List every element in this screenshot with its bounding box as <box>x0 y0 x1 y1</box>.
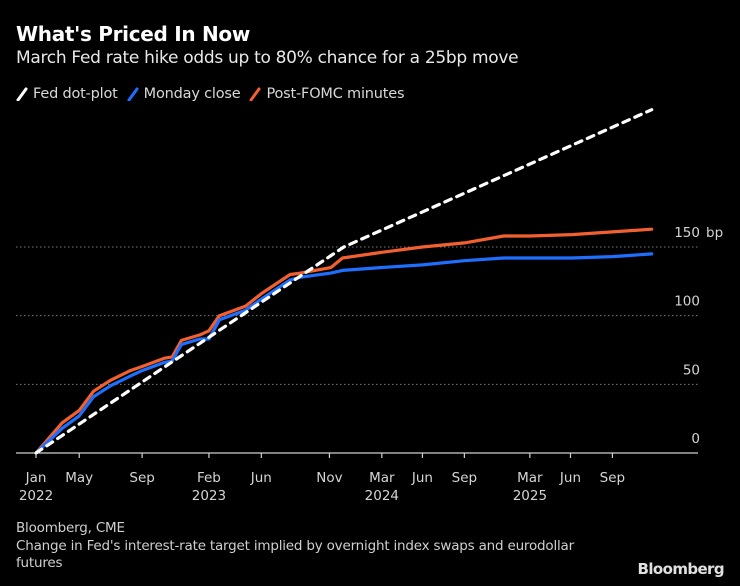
x-tick-label: Sep <box>129 470 154 486</box>
y-axis-labels: 0 50 100 150 bp <box>674 225 723 447</box>
x-year-label: 2022 <box>19 488 53 504</box>
legend-swatch-orange-icon <box>249 87 261 101</box>
y-tick-label: 100 <box>674 294 700 310</box>
legend-item-fed-dot-plot: Fed dot-plot <box>16 86 118 102</box>
y-tick-label: 50 <box>683 362 700 378</box>
x-year-label: 2023 <box>192 488 226 504</box>
x-tick-label: Sep <box>600 470 625 486</box>
y-tick-label: 0 <box>691 431 700 447</box>
series-line-monday-close <box>34 252 654 455</box>
legend-swatch-blue-icon <box>127 87 139 101</box>
x-tick-label: May <box>65 470 93 486</box>
legend-item-post-fomc-minutes: Post-FOMC minutes <box>249 86 405 102</box>
legend-label: Monday close <box>143 86 241 102</box>
x-tick-label: Jun <box>559 470 581 486</box>
x-year-label: 2024 <box>365 488 399 504</box>
bloomberg-logo: Bloomberg <box>637 560 725 578</box>
series-lines <box>34 108 654 455</box>
x-year-label: 2025 <box>513 488 547 504</box>
y-tick-label: 150 <box>674 225 700 241</box>
x-tick-label: Jun <box>411 470 433 486</box>
chart-title: What's Priced In Now <box>16 22 251 46</box>
x-tick-label: Sep <box>452 470 477 486</box>
series-line-post-fomc-minutes <box>34 227 654 455</box>
x-tick-label: Jan <box>25 470 47 486</box>
legend: Fed dot-plot Monday close Post-FOMC minu… <box>16 86 413 102</box>
legend-item-monday-close: Monday close <box>127 86 241 102</box>
legend-label: Fed dot-plot <box>33 86 118 102</box>
legend-swatch-white-icon <box>16 87 28 101</box>
x-tick-label: Feb <box>197 470 221 486</box>
x-tick-label: Mar <box>517 470 543 486</box>
legend-label: Post-FOMC minutes <box>266 86 405 102</box>
x-tick-label: Jun <box>250 470 272 486</box>
series-line-fed-dot-plot <box>34 108 654 455</box>
chart-subtitle: March Fed rate hike odds up to 80% chanc… <box>16 48 519 68</box>
x-tick-label: Mar <box>369 470 395 486</box>
source-text: Bloomberg, CME <box>16 520 125 536</box>
x-tick-label: Nov <box>316 470 342 486</box>
x-axis: Jan 2022 May Sep Feb 2023 Jun Nov Mar 2024 Jun Sep M… <box>16 452 698 504</box>
y-unit-label: bp <box>706 225 723 241</box>
footnote-text: Change in Fed's interest-rate target imp… <box>16 538 574 571</box>
gridlines <box>16 246 698 385</box>
